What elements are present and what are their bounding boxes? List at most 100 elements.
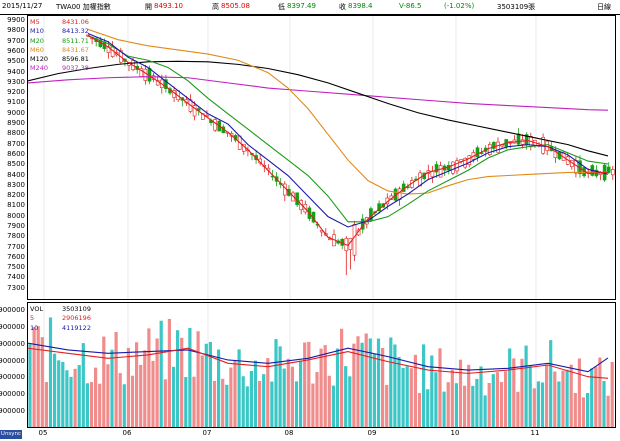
- volume-bar: [516, 391, 520, 427]
- volume-bar: [319, 348, 323, 427]
- ma-legend: M5 8431.06 M10 8413.32 M20 8511.71 M60 8431.67 M…: [30, 18, 89, 74]
- candle-body: [455, 160, 459, 172]
- legend-name: M10: [30, 27, 44, 36]
- volume-bar: [577, 358, 581, 427]
- volume-chart[interactable]: VOL 3503109 5 2906196 10 4119122: [27, 302, 616, 428]
- date-label: 2015/11/27: [2, 2, 43, 10]
- volume-bar: [565, 369, 569, 427]
- volume-bar: [253, 360, 258, 427]
- volume-bar: [479, 366, 483, 427]
- volume-bar: [545, 364, 549, 427]
- legend-row: M240 9037.38: [30, 64, 89, 73]
- candle-body: [487, 144, 492, 155]
- month-label: 10: [450, 429, 460, 437]
- volume-ma10-line: [28, 342, 609, 373]
- volume-bar: [581, 397, 586, 427]
- volume-bar: [368, 338, 372, 427]
- volume-bar: [381, 348, 385, 427]
- volume-bar: [594, 366, 598, 427]
- volume-bar: [48, 317, 53, 427]
- ma60-line: [87, 28, 609, 195]
- legend-name: 10: [30, 323, 39, 332]
- volume-bar: [446, 382, 450, 427]
- price-tick-label: 9600: [7, 47, 25, 56]
- price-tick-label: 8200: [7, 191, 25, 200]
- candle-body: [213, 119, 217, 131]
- close-value: 8398.4: [348, 2, 373, 10]
- price-chart[interactable]: M5 8431.06 M10 8413.32 M20 8511.71 M60 8431.67 M…: [27, 15, 616, 300]
- volume-bar: [57, 360, 61, 427]
- legend-name: M240: [30, 64, 49, 73]
- volume-bar: [311, 383, 315, 427]
- volume-bar: [307, 341, 311, 427]
- candle-body: [492, 142, 496, 149]
- volume-bar: [114, 332, 118, 427]
- volume-bar: [495, 372, 499, 427]
- legend-name: 5: [30, 314, 35, 323]
- volume-bar: [467, 364, 471, 427]
- volume-bar: [401, 367, 405, 427]
- volume-bar: [32, 327, 36, 427]
- volume-bar: [340, 328, 344, 427]
- volume-bar: [487, 382, 491, 427]
- volume-bar: [528, 366, 532, 427]
- volume-bar: [167, 318, 171, 427]
- volume-bar: [393, 344, 397, 427]
- volume-bar: [303, 342, 307, 427]
- ma20-line: [87, 35, 609, 223]
- volume-bar: [245, 386, 249, 427]
- high-value: 8505.08: [221, 2, 250, 10]
- volume-bar: [102, 336, 106, 427]
- volume-bar: [94, 367, 98, 427]
- month-label: 09: [367, 429, 377, 437]
- volume-bar: [61, 361, 65, 427]
- price-tick-label: 8300: [7, 180, 25, 189]
- price-tick-label: 7500: [7, 263, 25, 272]
- price-tick-label: 8000: [7, 211, 25, 220]
- price-tick-label: 7800: [7, 232, 25, 241]
- price-tick-label: 8500: [7, 160, 25, 169]
- close-label: 收: [339, 3, 346, 11]
- legend-name: M5: [30, 18, 40, 26]
- legend-value: 3503109: [62, 305, 91, 313]
- volume-bar: [204, 343, 208, 427]
- volume-bar: [212, 380, 217, 427]
- legend-value: 9037.38: [62, 64, 89, 73]
- price-tick-label: 8900: [7, 119, 25, 128]
- volume-bar: [504, 371, 508, 427]
- legend-value: 8431.67: [62, 45, 89, 54]
- legend-row: M5 8431.06: [30, 18, 89, 27]
- legend-row: 5 2906196: [30, 314, 91, 323]
- index-name: TWA00 加權指數: [56, 3, 111, 11]
- ma120-line: [28, 60, 609, 157]
- volume-bar: [471, 385, 475, 427]
- change-value: V-86.5: [399, 2, 422, 10]
- period-label[interactable]: 日線: [597, 3, 611, 11]
- volume-bar: [135, 342, 139, 427]
- volume-bar: [376, 338, 381, 427]
- price-tick-label: 8600: [7, 149, 25, 158]
- volume-bar: [499, 382, 504, 427]
- volume-bar: [225, 384, 229, 427]
- candle-body: [164, 79, 168, 89]
- volume-tick-label: 1900000: [0, 390, 25, 399]
- volume-bar: [344, 366, 348, 427]
- volume-bar: [290, 366, 294, 427]
- volume-svg: [28, 303, 614, 427]
- volume-bar: [409, 368, 413, 427]
- volume-bar: [536, 381, 540, 427]
- candle-body: [475, 147, 480, 158]
- volume-bar: [438, 348, 442, 427]
- volume-bar: [434, 372, 438, 427]
- unsync-button[interactable]: Unsync: [0, 430, 22, 439]
- volume-tick-label: 6900000: [0, 306, 25, 315]
- candle-body: [143, 68, 148, 81]
- volume-bar: [397, 357, 401, 427]
- volume-bar: [89, 382, 94, 427]
- quote-header: 2015/11/27 TWA00 加權指數 開 8493.10 高 8505.0…: [0, 0, 620, 15]
- high-label: 高: [212, 3, 219, 11]
- time-axis: 05 06 07 08 09 10 11: [27, 428, 614, 440]
- volume-bar: [573, 392, 577, 427]
- volume-bar: [323, 345, 327, 427]
- legend-value: 8413.32: [62, 27, 89, 36]
